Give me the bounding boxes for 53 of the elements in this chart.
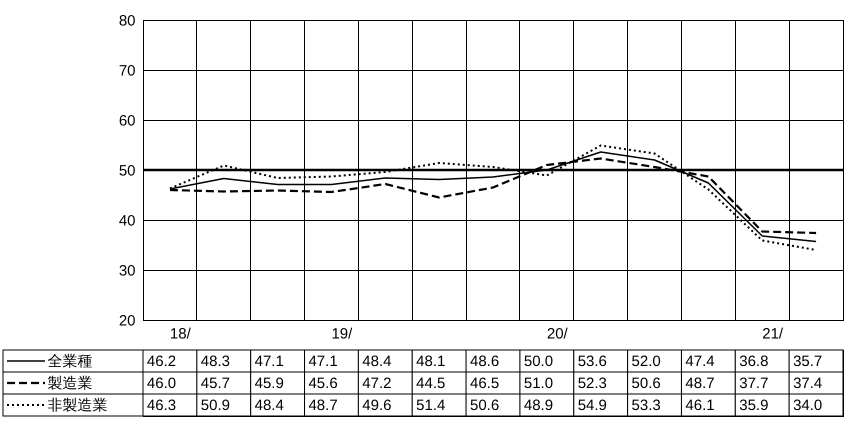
data-label: 48.7 — [685, 375, 715, 392]
data-label: 52.0 — [632, 353, 661, 370]
data-label: 46.0 — [146, 375, 176, 392]
data-label: 51.4 — [416, 397, 446, 414]
data-label: 52.3 — [578, 375, 607, 392]
x-tick-label: 21/ — [762, 326, 784, 342]
data-label: 46.2 — [146, 353, 176, 370]
data-label: 45.7 — [200, 375, 230, 392]
y-tick-label: 30 — [118, 262, 136, 280]
data-label: 37.7 — [739, 375, 768, 392]
data-label: 48.9 — [524, 397, 554, 414]
data-label: 46.5 — [470, 375, 500, 392]
data-label: 53.3 — [632, 397, 661, 414]
data-label: 47.1 — [308, 353, 338, 370]
data-label: 50.6 — [632, 375, 661, 392]
data-label: 47.2 — [362, 375, 392, 392]
y-tick-label: 70 — [118, 62, 136, 80]
data-label: 48.1 — [416, 353, 446, 370]
data-label: 45.6 — [308, 375, 338, 392]
x-tick-label: 20/ — [546, 326, 569, 342]
data-label: 36.8 — [739, 353, 768, 370]
legend-label: 製造業 — [48, 375, 92, 392]
x-tick-label: 19/ — [331, 326, 354, 342]
data-label: 37.4 — [793, 375, 822, 392]
data-label: 53.6 — [578, 353, 607, 370]
y-tick-label: 80 — [118, 12, 136, 30]
data-label: 35.7 — [793, 353, 822, 370]
data-label: 46.1 — [685, 397, 715, 414]
data-label: 49.6 — [362, 397, 392, 414]
data-label: 35.9 — [739, 397, 768, 414]
legend-label: 非製造業 — [48, 397, 108, 414]
data-label: 34.0 — [793, 397, 822, 414]
data-label: 48.3 — [200, 353, 230, 370]
data-label: 45.9 — [254, 375, 284, 392]
data-label: 48.6 — [470, 353, 500, 370]
data-label: 48.4 — [362, 353, 392, 370]
data-label: 48.7 — [308, 397, 338, 414]
data-label: 48.4 — [254, 397, 284, 414]
data-label: 50.9 — [200, 397, 230, 414]
y-tick-label: 60 — [118, 112, 136, 130]
data-label: 47.1 — [254, 353, 284, 370]
x-tick-label: 18/ — [170, 326, 192, 342]
data-label: 54.9 — [578, 397, 607, 414]
data-label: 44.5 — [416, 375, 446, 392]
y-tick-label: 50 — [118, 162, 136, 180]
data-label: 50.0 — [524, 353, 554, 370]
data-label: 51.0 — [524, 375, 554, 392]
data-label: 46.3 — [146, 397, 176, 414]
data-label: 47.4 — [685, 353, 715, 370]
y-tick-label: 20 — [118, 312, 136, 330]
legend-label: 全業種 — [48, 353, 92, 370]
y-tick-label: 40 — [118, 212, 136, 230]
data-label: 50.6 — [470, 397, 500, 414]
